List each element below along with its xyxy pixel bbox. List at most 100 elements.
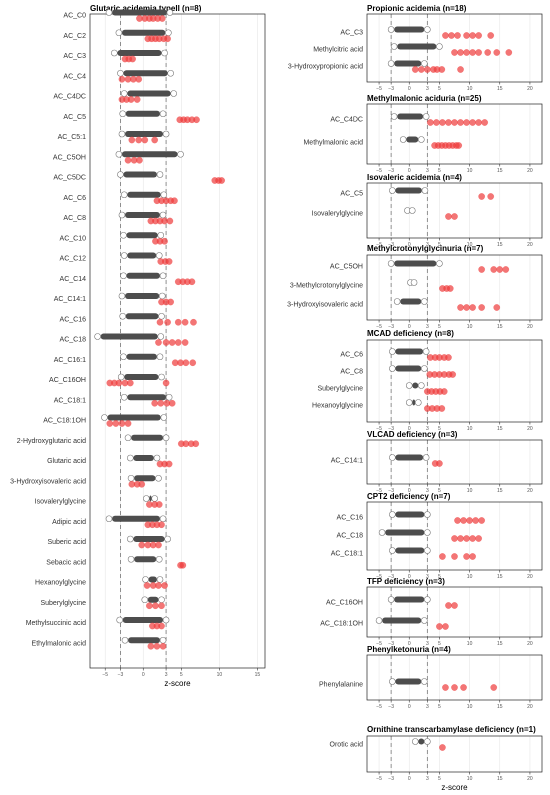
control-point — [127, 454, 134, 462]
x-tick-label: 15 — [255, 672, 261, 678]
patient-point — [463, 304, 470, 311]
patient-point — [469, 32, 477, 39]
row-label: AC_C5DC — [53, 175, 86, 182]
control-point — [119, 110, 127, 118]
chart-panel: Ornithine transcarbamylase deficiency (n… — [330, 725, 543, 792]
patient-point — [193, 116, 200, 124]
patient-point — [159, 642, 167, 650]
row-label: AC_C10 — [60, 235, 87, 242]
x-tick-label: 10 — [467, 641, 473, 647]
patient-point — [439, 744, 446, 751]
control-point — [157, 333, 165, 340]
patient-point — [436, 460, 443, 467]
patient-point — [106, 420, 114, 427]
control-band — [124, 293, 160, 299]
control-point — [156, 576, 164, 583]
row-label: AC_C8 — [63, 215, 86, 222]
x-tick-label: −3 — [388, 776, 394, 782]
control-band — [397, 113, 424, 120]
control-band — [148, 576, 157, 583]
patient-point — [451, 49, 458, 56]
x-tick-label: 3 — [426, 641, 429, 647]
x-tick-label: 0 — [408, 324, 411, 330]
control-point — [387, 260, 395, 267]
control-band — [125, 313, 159, 320]
patient-point — [145, 602, 153, 610]
patient-point — [445, 602, 452, 609]
patient-point — [439, 553, 446, 560]
chart-panel: Isovaleric acidemia (n=4) AC_C5 Isovaleryl… — [312, 173, 543, 248]
patient-point — [138, 541, 146, 549]
patient-point — [115, 379, 123, 387]
patient-point — [168, 339, 176, 346]
control-band — [395, 365, 422, 372]
control-band — [149, 495, 152, 502]
control-point — [166, 9, 174, 16]
patient-point — [167, 298, 175, 306]
control-band — [395, 547, 425, 554]
x-tick-label: −5 — [376, 324, 382, 330]
chart-panel: MCAD deficiency (n=8) AC_C6 AC_C8 Suberylgl… — [312, 329, 543, 432]
x-tick-label: 20 — [527, 242, 533, 248]
patient-point — [457, 535, 464, 542]
control-band — [127, 191, 161, 198]
control-point — [158, 292, 166, 300]
patient-point — [469, 553, 477, 560]
control-band — [107, 414, 161, 421]
control-point — [421, 678, 428, 685]
patient-point — [496, 266, 504, 273]
x-tick-label: −3 — [118, 672, 124, 678]
row-label: AC_C18:1 — [54, 397, 86, 404]
x-tick-label: 5 — [438, 168, 441, 174]
patient-point — [182, 359, 190, 367]
panel-frame — [366, 439, 543, 485]
control-point — [118, 130, 126, 138]
chart-panel: VLCAD deficiency (n=3) AC_C14:1 −5 −3 0 3 5 10 1… — [331, 430, 543, 494]
patient-point — [133, 96, 141, 103]
patient-point — [436, 623, 443, 630]
x-tick-label: −3 — [388, 168, 394, 174]
control-point — [421, 298, 428, 305]
control-band — [382, 617, 422, 624]
control-point — [120, 191, 128, 199]
patient-point — [438, 405, 446, 412]
control-point — [418, 382, 425, 389]
x-tick-label: −5 — [376, 704, 382, 710]
patient-point — [152, 602, 159, 610]
patient-point — [457, 66, 464, 73]
control-band — [125, 110, 161, 117]
control-point — [119, 312, 127, 320]
row-label: AC_C6 — [340, 352, 363, 359]
patient-point — [466, 517, 473, 524]
control-point — [120, 272, 127, 280]
control-band — [124, 374, 159, 380]
x-tick-label: −5 — [376, 426, 382, 432]
x-tick-label: −3 — [388, 426, 394, 432]
control-band — [126, 272, 161, 279]
control-band — [100, 333, 158, 340]
control-band — [124, 212, 161, 218]
patient-point — [487, 32, 495, 39]
x-tick-label: 10 — [217, 672, 223, 678]
patient-point — [218, 177, 226, 184]
panel-frame — [366, 586, 543, 638]
control-band — [112, 9, 167, 16]
control-band — [126, 232, 158, 239]
patient-point — [478, 517, 486, 524]
row-label: AC_C18:1OH — [320, 621, 363, 628]
patient-point — [153, 642, 161, 650]
row-label: Hexanoylglycine — [312, 403, 363, 410]
x-tick-label: −3 — [388, 488, 394, 494]
panel-frame — [366, 339, 543, 423]
patient-point — [460, 517, 467, 524]
patient-point — [484, 49, 492, 56]
patient-point — [417, 66, 425, 73]
control-point — [158, 373, 165, 381]
patient-point — [445, 213, 452, 220]
x-tick-label: −3 — [388, 704, 394, 710]
x-tick-label: 3 — [426, 426, 429, 432]
panel-title: TFP deficiency (n=3) — [367, 577, 445, 586]
patient-point — [157, 399, 165, 407]
chart-panel: TFP deficiency (n=3) AC_C16OH AC_C18:1OH −5… — [320, 577, 543, 647]
panel-title: MCAD deficiency (n=8) — [367, 329, 454, 338]
